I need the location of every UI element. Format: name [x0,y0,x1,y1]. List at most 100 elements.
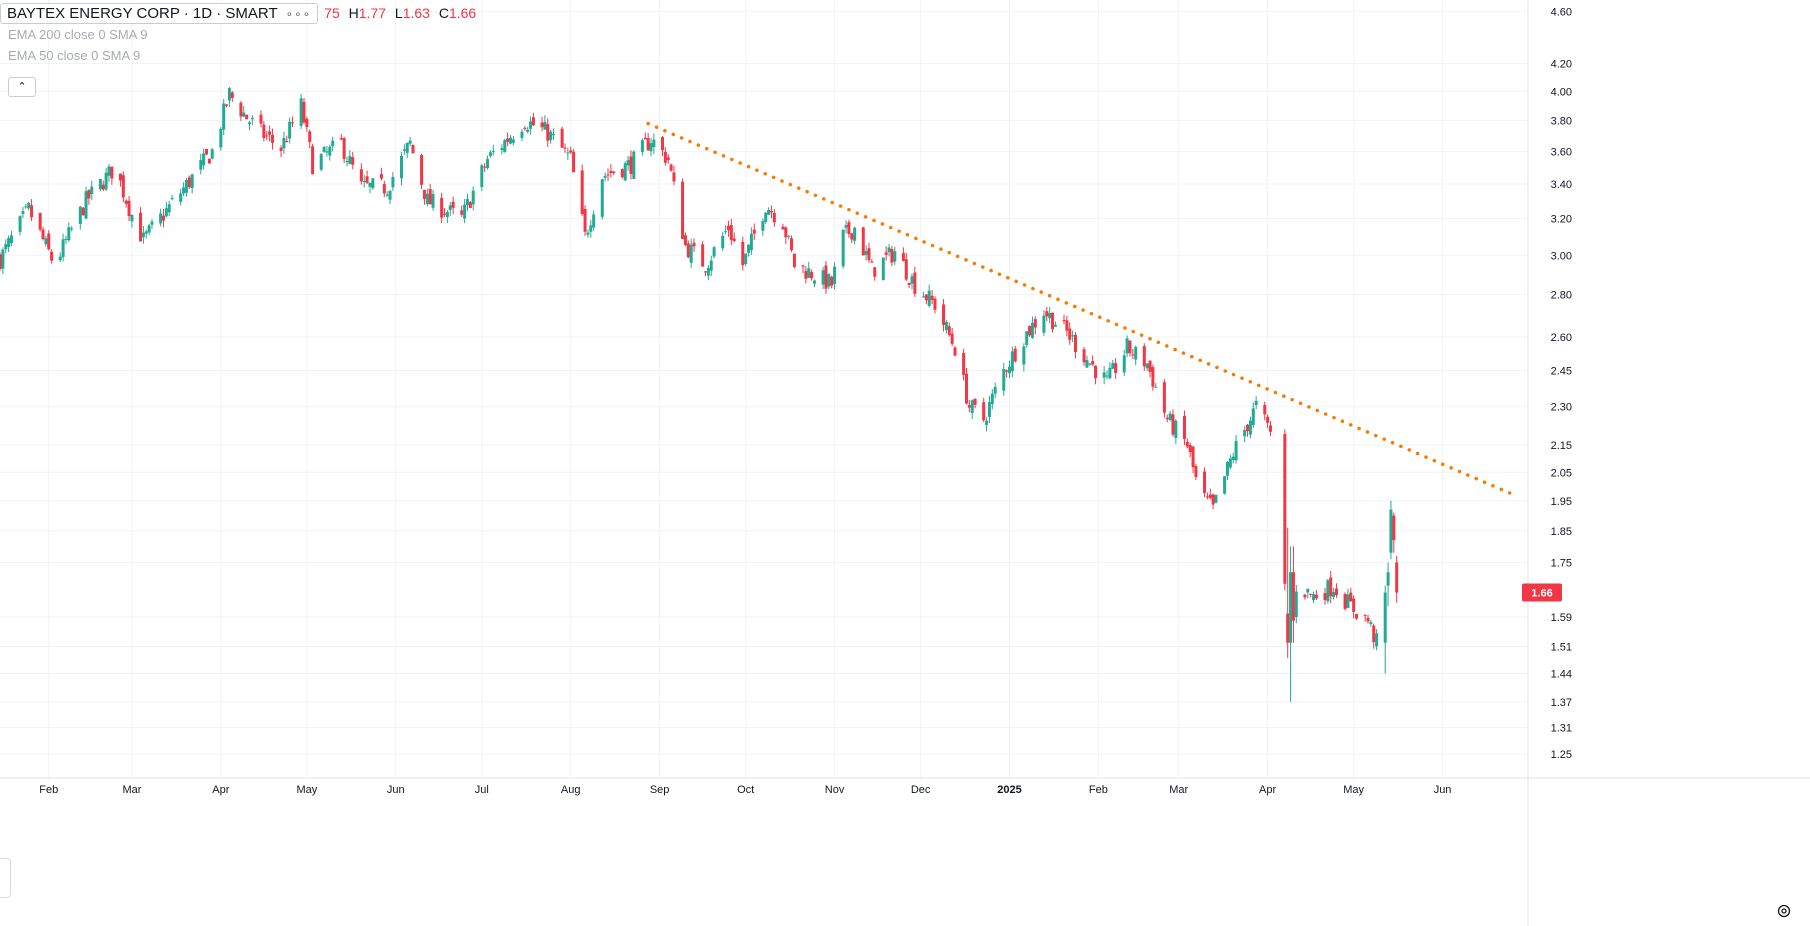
candle-body [227,88,231,101]
candle-body [1363,614,1367,616]
symbol-title-box[interactable]: BAYTEX ENERGY CORP · 1D · SMART ∘∘∘ [0,2,319,24]
candle-body [325,151,329,153]
candle-body [30,205,34,218]
candle-body [990,393,994,405]
candle-body [864,250,868,255]
candle-body [70,228,74,230]
candle-body [61,239,65,258]
candle-body [245,114,249,120]
ohlc-open-value: 75 [324,5,340,21]
candle-body [1125,338,1129,354]
ohlc-close-label: C [438,5,449,21]
indicator-ema50-label[interactable]: EMA 50 close 0 SMA 9 [8,48,141,63]
candle-body [724,231,728,233]
candle-body [904,259,908,280]
price-tick-label: 2.60 [1551,332,1572,344]
candle-body [546,124,550,141]
candle-body [1314,594,1318,599]
indicator-ema200-label[interactable]: EMA 200 close 0 SMA 9 [8,27,148,42]
candle-body [486,159,490,169]
candle-body [1369,622,1373,625]
candle-body [1071,335,1075,337]
settings-icon[interactable] [1776,903,1792,919]
candle-body [1128,340,1132,354]
candle-body [1392,515,1396,541]
candle-body [626,160,630,166]
candle-body [867,248,871,261]
candle-body [1008,366,1012,374]
candle-body [830,276,834,286]
candle-body [873,267,877,277]
trendline[interactable] [646,121,1517,497]
candle-body [1214,494,1218,503]
candle-body [870,261,874,263]
candle-body [1289,572,1293,643]
candle-body [964,373,968,404]
candle-body [425,193,429,205]
candle-body [833,266,837,284]
side-panel-tab[interactable] [0,858,11,898]
collapse-legend-button[interactable]: ⌃ [8,77,36,97]
candle-body [448,205,452,210]
candle-body [164,208,168,217]
candle-body [1234,441,1238,461]
candle-body [199,159,203,170]
candle-body [769,210,773,213]
candle-body [1346,594,1350,608]
candle-body [250,118,254,120]
time-tick-label: Jul [475,784,489,796]
candle-body [973,398,977,405]
candle-body [1151,367,1155,387]
candle-body [18,216,22,232]
candle-body [881,257,885,281]
price-tick-label: 3.60 [1551,146,1572,158]
price-tick-label: 4.20 [1551,59,1572,71]
candle-body [1108,367,1112,379]
candle-body [1326,580,1330,602]
candle-body [182,187,186,194]
candle-body [1051,312,1055,330]
candle-body [1053,324,1057,327]
candle-body [491,151,495,153]
candle-body [1248,420,1252,435]
candle-body [222,103,226,130]
candle-body [1028,326,1032,336]
candle-body [305,118,309,128]
candle-body [348,156,352,165]
price-tick-label: 1.51 [1551,641,1572,653]
candle-body [1268,425,1272,432]
candle-body [967,405,971,408]
candle-body [890,249,894,263]
candle-body [87,190,91,199]
candle-body [1174,420,1178,438]
time-tick-label: Apr [212,784,229,796]
candle-body [1005,370,1009,372]
candle-body [669,164,673,171]
candle-body [1105,375,1109,377]
candle-body [1211,494,1215,505]
candle-body [431,194,435,208]
candle-body [130,214,134,222]
more-options-icon[interactable]: ∘∘∘ [285,6,312,21]
candle-body [21,211,25,214]
candle-body [58,256,62,261]
candle-body [408,140,412,144]
candle-body [7,237,11,248]
candle-body [1191,446,1195,468]
candle-body [812,280,816,284]
candle-body [1122,355,1126,373]
candle-body [1383,592,1387,643]
trendline-dotted[interactable] [646,121,1517,497]
candle-body [572,151,576,173]
candle-body [67,227,71,241]
candle-body [1246,424,1250,432]
candle-body [299,98,303,126]
candle-body [962,353,966,375]
candle-body [841,229,845,267]
candle-body [385,194,389,196]
candle-body [1111,363,1115,369]
time-axis[interactable]: Feb Mar Apr May Jun Jul Aug Sep Oct Nov Dec 2025 Feb… [0,777,1810,796]
price-tick-label: 1.85 [1551,526,1572,538]
price-axis[interactable]: 4.60 4.20 4.00 3.80 3.60 3.40 3.20 3.00 2.80 2.60… [1522,0,1572,926]
